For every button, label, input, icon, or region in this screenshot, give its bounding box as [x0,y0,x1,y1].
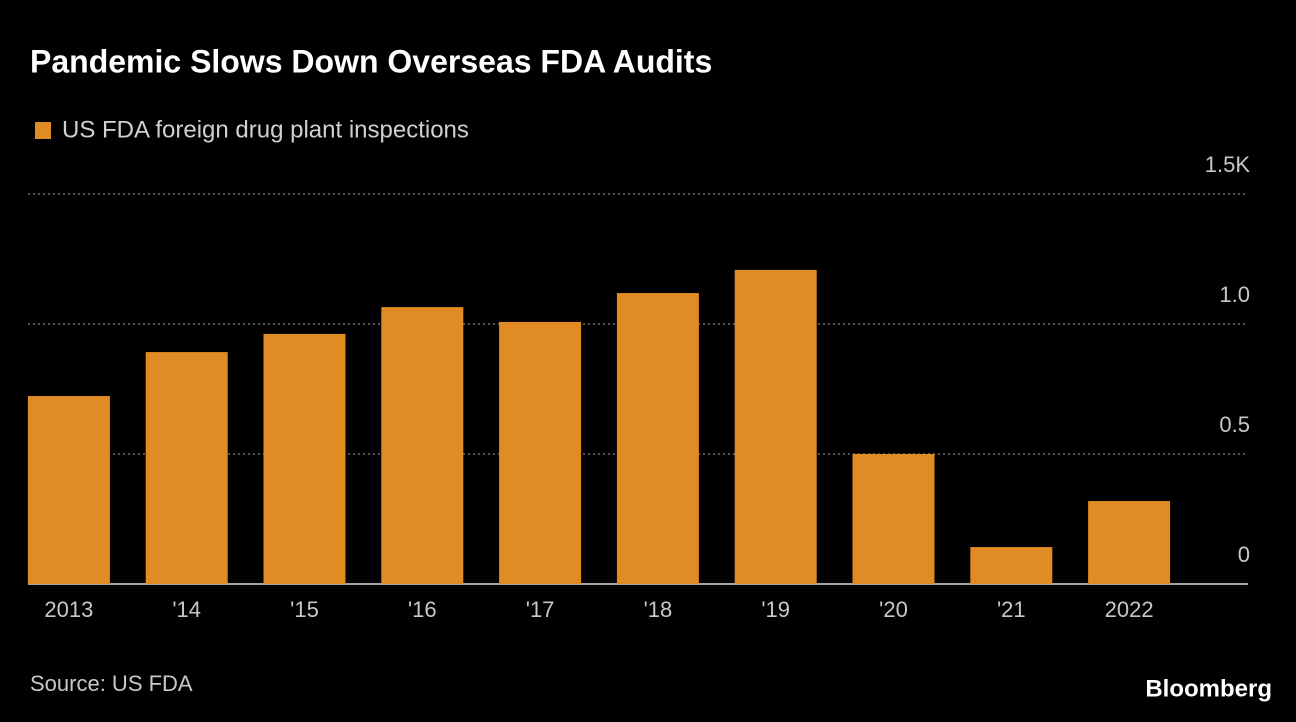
x-tick-label: '14 [172,597,201,622]
bar [852,454,935,584]
y-tick-label: 1.0 [1219,282,1250,307]
bar [970,547,1053,584]
x-tick-label: '21 [997,597,1026,622]
bar [27,396,110,584]
x-tick-label: '19 [761,597,790,622]
x-tick-label: '17 [526,597,555,622]
source: Source: US FDA [30,671,193,696]
y-tick-label: 0.5 [1219,412,1250,437]
bar [734,269,817,584]
legend-swatch [35,122,51,139]
x-tick-label: '20 [879,597,908,622]
x-tick-label: 2013 [44,597,93,622]
x-tick-label: '16 [408,597,437,622]
x-tick-label: '15 [290,597,319,622]
bar [499,321,582,584]
bar [145,352,228,584]
y-tick-label: 1.5K [1205,152,1251,177]
legend-label: US FDA foreign drug plant inspections [62,116,469,143]
brand: Bloomberg [1145,675,1272,702]
x-tick-label: '18 [644,597,673,622]
bar [616,293,699,584]
y-tick-label: 0 [1238,542,1250,567]
x-tick-label: 2022 [1105,597,1154,622]
chart-title: Pandemic Slows Down Overseas FDA Audits [30,43,712,79]
bar [1088,501,1171,584]
bar [381,307,464,584]
bar [263,333,346,584]
